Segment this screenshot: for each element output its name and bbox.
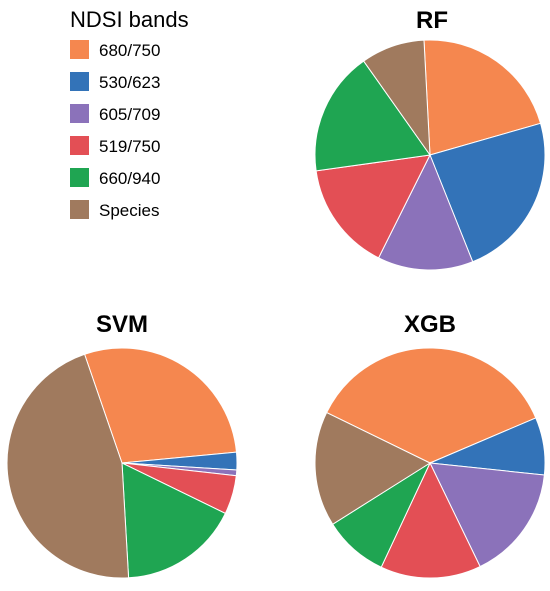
legend-title: NDSI bands — [70, 7, 189, 32]
legend-swatch-605-709 — [70, 104, 89, 123]
legend-swatch-530-623 — [70, 72, 89, 91]
legend-label-519-750: 519/750 — [99, 137, 160, 156]
pie-slice-rf-680-750 — [423, 39, 542, 156]
pie-slice-rf-species — [362, 39, 431, 157]
legend-item-605-709: 605/709 — [70, 104, 160, 124]
legend-swatch-species — [70, 200, 89, 219]
legend-label-660-940: 660/940 — [99, 169, 160, 188]
legend-swatch-680-750 — [70, 40, 89, 59]
pie-chart-rf: RF — [314, 7, 546, 271]
legend: NDSI bands 680/750530/623605/709519/7506… — [70, 7, 189, 220]
pie-slice-rf-660-940 — [314, 60, 431, 172]
pie-title-xgb: XGB — [404, 311, 456, 338]
legend-items: 680/750 530/623 605/709 519/750 660/940 Speci… — [70, 40, 160, 220]
pie-slice-rf-519-750 — [315, 154, 431, 259]
pie-slice-xgb-519-750 — [380, 461, 481, 579]
legend-item-519-750: 519/750 — [70, 136, 160, 156]
legend-label-680-750: 680/750 — [99, 41, 160, 60]
pie-slice-svm-680-750 — [83, 347, 238, 464]
pie-slice-svm-660-940 — [121, 462, 227, 579]
pie-chart-svm: SVM — [6, 311, 238, 579]
legend-label-530-623: 530/623 — [99, 73, 160, 92]
pie-slice-xgb-605-709 — [429, 462, 545, 568]
legend-item-species: Species — [70, 200, 159, 220]
legend-label-species: Species — [99, 201, 159, 220]
pie-slice-rf-605-709 — [377, 153, 474, 271]
pie-slices-svm — [6, 347, 238, 579]
pie-title-svm: SVM — [96, 311, 148, 338]
legend-swatch-660-940 — [70, 168, 89, 187]
legend-item-660-940: 660/940 — [70, 168, 160, 188]
pie-slices-rf — [314, 39, 546, 271]
legend-item-680-750: 680/750 — [70, 40, 160, 60]
pie-title-rf: RF — [416, 7, 448, 34]
pie-slice-xgb-species — [314, 411, 432, 525]
legend-item-530-623: 530/623 — [70, 72, 160, 92]
pie-slices-xgb — [314, 347, 546, 579]
legend-swatch-519-750 — [70, 136, 89, 155]
pie-slice-svm-species — [6, 353, 130, 579]
pie-chart-xgb: XGB — [314, 311, 546, 579]
pie-slice-rf-530-623 — [429, 122, 546, 263]
pie-slice-xgb-680-750 — [325, 347, 537, 464]
legend-label-605-709: 605/709 — [99, 105, 160, 124]
